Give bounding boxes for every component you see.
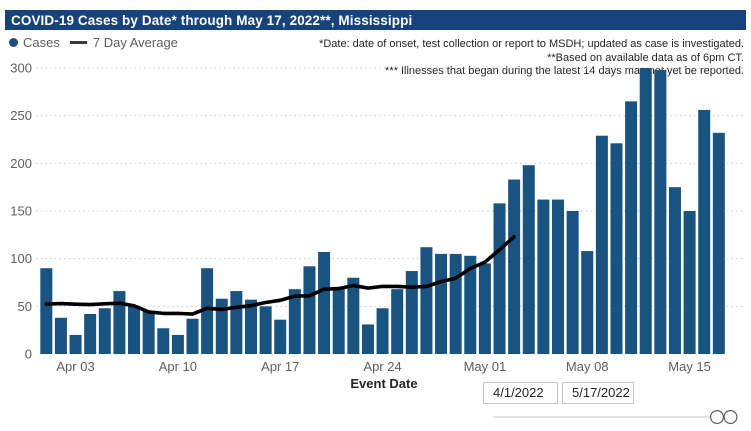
bar-apr-11[interactable] bbox=[186, 318, 199, 354]
bar-apr-21[interactable] bbox=[332, 287, 345, 354]
bar-apr-10[interactable] bbox=[171, 334, 184, 354]
bar-apr-5[interactable] bbox=[98, 308, 111, 354]
bar-apr-9[interactable] bbox=[157, 328, 170, 354]
bar-apr-27[interactable] bbox=[420, 247, 433, 354]
bar-apr-2[interactable] bbox=[54, 317, 67, 354]
bar-may-12[interactable] bbox=[639, 68, 652, 354]
bar-may-3[interactable] bbox=[508, 179, 521, 354]
x-tick-label-may-15: May 15 bbox=[668, 359, 711, 374]
x-tick-label-apr-17: Apr 17 bbox=[261, 359, 299, 374]
date-range-slider[interactable] bbox=[490, 404, 746, 430]
bar-apr-18[interactable] bbox=[288, 289, 301, 354]
y-tick-label-50: 50 bbox=[18, 299, 32, 314]
y-tick-label-150: 150 bbox=[10, 204, 32, 219]
bar-apr-23[interactable] bbox=[361, 324, 374, 354]
bar-may-16[interactable] bbox=[698, 109, 711, 355]
legend-avg-label: 7 Day Average bbox=[92, 34, 178, 50]
footnotes: *Date: date of onset, test collection or… bbox=[319, 38, 744, 79]
bar-apr-14[interactable] bbox=[230, 291, 243, 354]
bar-apr-3[interactable] bbox=[69, 334, 82, 354]
bar-may-10[interactable] bbox=[610, 143, 623, 354]
bar-apr-25[interactable] bbox=[391, 289, 404, 354]
bar-apr-4[interactable] bbox=[84, 313, 97, 354]
footnote-date-definition: *Date: date of onset, test collection or… bbox=[319, 38, 744, 50]
bar-apr-6[interactable] bbox=[113, 291, 126, 354]
x-tick-label-apr-24: Apr 24 bbox=[363, 359, 401, 374]
bar-apr-30[interactable] bbox=[464, 255, 477, 354]
x-axis-title: Event Date bbox=[350, 376, 417, 391]
bar-may-13[interactable] bbox=[654, 69, 667, 354]
bar-apr-8[interactable] bbox=[142, 311, 155, 354]
y-tick-label-100: 100 bbox=[10, 251, 32, 266]
footnote-data-asof: **Based on available data as of 6pm CT. bbox=[547, 51, 744, 64]
bar-may-5[interactable] bbox=[537, 199, 550, 354]
x-tick-label-may-08: May 08 bbox=[566, 359, 609, 374]
x-tick-label-may-01: May 01 bbox=[464, 359, 507, 374]
bar-may-4[interactable] bbox=[522, 165, 535, 354]
bar-apr-12[interactable] bbox=[201, 268, 214, 354]
x-tick-label-apr-03: Apr 03 bbox=[56, 359, 94, 374]
bar-may-2[interactable] bbox=[493, 203, 506, 354]
chart-legend: Cases 7 Day Average bbox=[9, 33, 178, 51]
footnote-latest-14-days: *** Illnesses that began during the late… bbox=[385, 65, 744, 77]
y-tick-label-200: 200 bbox=[10, 156, 32, 171]
y-tick-label-0: 0 bbox=[25, 347, 32, 362]
bar-apr-20[interactable] bbox=[318, 251, 331, 354]
bar-may-9[interactable] bbox=[595, 135, 608, 354]
bar-may-8[interactable] bbox=[581, 251, 594, 354]
bar-may-14[interactable] bbox=[668, 187, 681, 354]
bar-apr-17[interactable] bbox=[274, 319, 287, 354]
bar-may-1[interactable] bbox=[478, 263, 491, 354]
y-tick-label-250: 250 bbox=[10, 108, 32, 123]
cases-legend-dot-icon bbox=[9, 37, 18, 47]
bar-apr-22[interactable] bbox=[347, 277, 360, 354]
bar-apr-29[interactable] bbox=[449, 253, 462, 354]
bar-may-7[interactable] bbox=[566, 211, 579, 354]
seven-day-average-line bbox=[44, 234, 516, 316]
bar-apr-28[interactable] bbox=[435, 253, 448, 354]
bar-may-15[interactable] bbox=[683, 211, 696, 354]
report-title-bar: COVID-19 Cases by Date* through May 17, … bbox=[5, 10, 746, 30]
legend-cases-label: Cases bbox=[23, 34, 60, 50]
bar-may-11[interactable] bbox=[625, 101, 638, 354]
slider-handle-right[interactable] bbox=[723, 409, 738, 425]
bar-apr-26[interactable] bbox=[405, 271, 418, 354]
page-title: COVID-19 Cases by Date* through May 17, … bbox=[11, 12, 413, 28]
slider-handle-left[interactable] bbox=[710, 409, 725, 425]
bar-apr-7[interactable] bbox=[128, 306, 141, 354]
bar-apr-19[interactable] bbox=[303, 266, 316, 354]
x-tick-label-apr-10: Apr 10 bbox=[159, 359, 197, 374]
end-date-input[interactable]: 5/17/2022 bbox=[562, 382, 634, 404]
bar-may-6[interactable] bbox=[552, 199, 565, 354]
bar-apr-15[interactable] bbox=[244, 299, 257, 354]
start-date-input[interactable]: 4/1/2022 bbox=[483, 382, 558, 404]
bar-apr-1[interactable] bbox=[40, 268, 53, 354]
y-tick-label-300: 300 bbox=[10, 61, 32, 76]
bar-apr-16[interactable] bbox=[259, 306, 272, 354]
bar-may-17[interactable] bbox=[712, 132, 725, 354]
bar-apr-24[interactable] bbox=[376, 308, 389, 354]
bar-apr-13[interactable] bbox=[215, 298, 228, 354]
avg-line-legend-icon bbox=[69, 40, 87, 44]
